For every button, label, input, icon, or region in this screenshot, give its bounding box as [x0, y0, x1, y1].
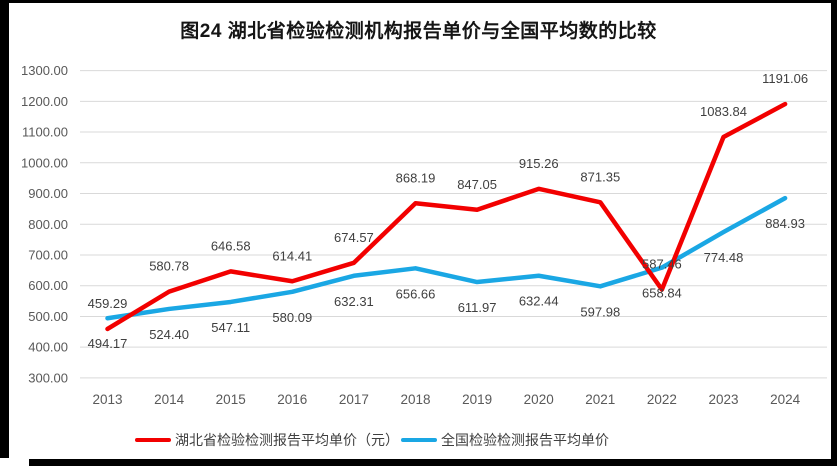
y-tick-label: 1100.00 [22, 125, 68, 140]
data-label: 1191.06 [762, 71, 808, 86]
x-tick-label: 2020 [524, 392, 554, 407]
data-label: 459.29 [88, 296, 128, 311]
x-tick-label: 2021 [585, 392, 615, 407]
data-label: 587.46 [642, 257, 682, 272]
x-tick-label: 2015 [216, 392, 246, 407]
frame-border-top [0, 0, 837, 3]
data-label: 674.57 [334, 230, 374, 245]
frame-border-bottom [29, 459, 831, 466]
x-tick-label: 2016 [277, 392, 307, 407]
x-tick-label: 2023 [708, 392, 738, 407]
legend-item-hubei: 湖北省检验检测报告平均单价（元） [135, 430, 399, 450]
data-label: 494.17 [88, 336, 128, 351]
series-line [105, 101, 788, 332]
data-label: 580.09 [272, 310, 312, 325]
data-label: 611.97 [458, 300, 497, 315]
data-label: 658.84 [642, 286, 682, 301]
y-tick-label: 1300.00 [21, 63, 68, 78]
y-tick-label: 400.00 [28, 340, 68, 355]
y-tick-label: 500.00 [28, 309, 68, 324]
legend-label-hubei: 湖北省检验检测报告平均单价（元） [175, 432, 399, 448]
legend-swatch-hubei [135, 438, 171, 442]
y-tick-label: 800.00 [28, 217, 68, 232]
series-line [105, 195, 788, 321]
x-tick-label: 2022 [647, 392, 677, 407]
y-tick-label: 1200.00 [21, 94, 68, 109]
data-label: 580.78 [149, 259, 189, 274]
y-tick-label: 700.00 [28, 247, 68, 262]
x-tick-label: 2019 [462, 392, 492, 407]
x-tick-label: 2018 [400, 392, 430, 407]
y-tick-label: 1000.00 [21, 155, 68, 170]
data-label: 632.31 [334, 294, 374, 309]
legend-item-national: 全国检验检测报告平均单价 [401, 430, 609, 450]
data-label: 915.26 [519, 156, 559, 171]
legend-label-national: 全国检验检测报告平均单价 [441, 432, 609, 448]
data-label: 614.41 [272, 248, 312, 263]
y-tick-label: 900.00 [28, 186, 68, 201]
x-tick-label: 2017 [339, 392, 369, 407]
frame-border-right [831, 0, 837, 466]
data-label: 884.93 [765, 216, 805, 231]
data-label: 646.58 [211, 238, 251, 253]
x-tick-label: 2013 [92, 392, 122, 407]
data-label: 774.48 [704, 250, 744, 265]
data-label: 547.11 [211, 320, 250, 335]
x-tick-label: 2024 [770, 392, 801, 407]
y-tick-label: 600.00 [28, 278, 68, 293]
frame-border-left [0, 0, 9, 458]
data-label: 1083.84 [700, 104, 747, 119]
chart-legend: 湖北省检验检测报告平均单价（元） 全国检验检测报告平均单价 [135, 429, 609, 451]
chart-title: 图24 湖北省检验检测机构报告单价与全国平均数的比较 [180, 21, 657, 42]
data-label: 597.98 [580, 304, 620, 319]
data-label: 847.05 [457, 177, 497, 192]
data-label: 656.66 [396, 286, 436, 301]
legend-swatch-national [401, 438, 437, 442]
data-label: 868.19 [396, 170, 436, 185]
data-label: 871.35 [580, 169, 620, 184]
y-tick-label: 300.00 [28, 370, 68, 385]
data-label: 632.44 [519, 294, 559, 309]
data-label: 524.40 [149, 327, 189, 342]
x-tick-label: 2014 [154, 392, 185, 407]
